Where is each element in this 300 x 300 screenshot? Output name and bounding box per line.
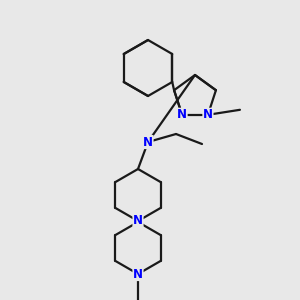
- Text: N: N: [133, 214, 143, 227]
- Text: N: N: [203, 108, 213, 121]
- Text: N: N: [133, 268, 143, 281]
- Text: N: N: [177, 108, 187, 121]
- Text: N: N: [143, 136, 153, 148]
